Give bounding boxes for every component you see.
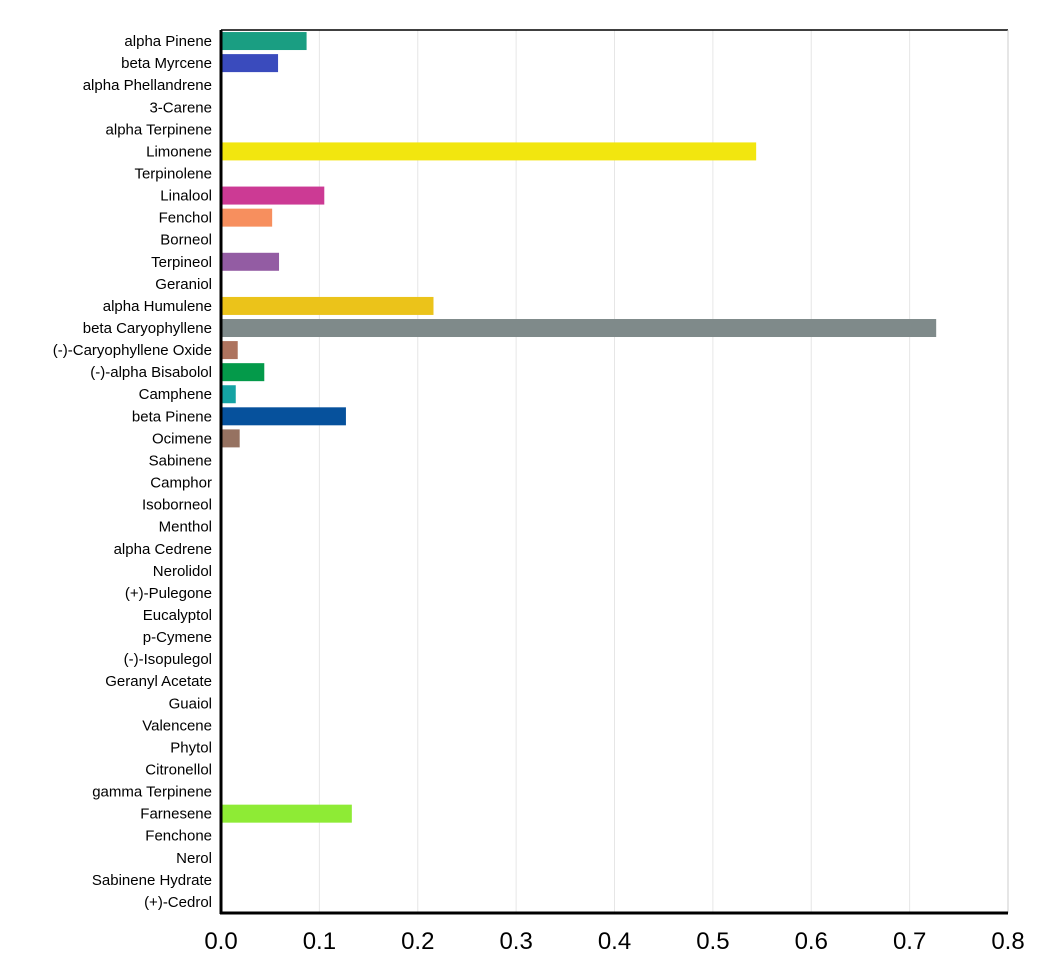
- bar: [221, 142, 757, 161]
- category-label: Geraniol: [155, 276, 212, 293]
- category-label: Terpineol: [151, 254, 212, 271]
- category-label: alpha Terpinene: [106, 121, 212, 138]
- category-label: (-)-alpha Bisabolol: [90, 364, 212, 381]
- category-label: Citronellol: [145, 762, 212, 779]
- bar: [221, 252, 280, 271]
- bar: [221, 363, 265, 382]
- bar: [221, 319, 937, 338]
- category-label: alpha Pinene: [124, 33, 212, 50]
- category-label: Ocimene: [152, 430, 212, 447]
- category-label: Valencene: [142, 717, 212, 734]
- category-label: Geranyl Acetate: [105, 673, 212, 690]
- category-label: Sabinene Hydrate: [92, 872, 212, 889]
- x-tick-label: 0.5: [696, 928, 729, 955]
- category-label: Terpinolene: [134, 165, 212, 182]
- category-label: Menthol: [159, 519, 212, 536]
- category-label: beta Myrcene: [121, 55, 212, 72]
- bar: [221, 804, 352, 823]
- axes: [219, 29, 1009, 915]
- category-label: alpha Phellandrene: [83, 77, 212, 94]
- category-label: Fenchone: [145, 828, 212, 845]
- x-tick-label: 0.4: [598, 928, 631, 955]
- category-label: (+)-Pulegone: [125, 585, 212, 602]
- category-label: gamma Terpinene: [92, 784, 212, 801]
- category-label: Nerolidol: [153, 563, 212, 580]
- category-label: Guaiol: [169, 695, 212, 712]
- category-label: (-)-Caryophyllene Oxide: [53, 342, 212, 359]
- category-label: beta Caryophyllene: [83, 320, 212, 337]
- category-label: Camphene: [139, 386, 212, 403]
- x-tick-label: 0.7: [893, 928, 926, 955]
- x-tick-label: 0.3: [499, 928, 532, 955]
- category-label: (+)-Cedrol: [144, 894, 212, 911]
- x-tick-label: 0.2: [401, 928, 434, 955]
- category-label: alpha Humulene: [103, 298, 212, 315]
- x-tick-labels: 0.0 0.1 0.2 0.3 0.4 0.5 0.6 0.7 0.8: [204, 928, 1024, 955]
- bar: [221, 407, 346, 426]
- bar: [221, 296, 434, 315]
- bar: [221, 32, 307, 51]
- category-label: beta Pinene: [132, 408, 212, 425]
- x-tick-label: 0.8: [991, 928, 1024, 955]
- category-label: Sabinene: [149, 452, 212, 469]
- category-label: p-Cymene: [143, 629, 212, 646]
- x-tick-label: 0.6: [795, 928, 828, 955]
- category-label: Linalool: [160, 188, 212, 205]
- bar: [221, 54, 279, 73]
- bar: [221, 429, 240, 448]
- category-label: 3-Carene: [149, 99, 212, 116]
- bar: [221, 186, 325, 205]
- category-label: Fenchol: [159, 210, 212, 227]
- category-label: Eucalyptol: [143, 607, 212, 624]
- bar: [221, 385, 236, 404]
- category-label: Isoborneol: [142, 497, 212, 514]
- x-tick-label: 0.0: [204, 928, 237, 955]
- category-label: Borneol: [160, 232, 212, 249]
- category-label: alpha Cedrene: [114, 541, 212, 558]
- x-tick-label: 0.1: [303, 928, 336, 955]
- category-label: Limonene: [146, 143, 212, 160]
- category-label: Nerol: [176, 850, 212, 867]
- bars: [221, 32, 937, 823]
- category-label: Camphor: [150, 475, 212, 492]
- category-label: (-)-Isopulegol: [124, 651, 212, 668]
- category-label: Phytol: [170, 739, 212, 756]
- bar: [221, 208, 273, 227]
- category-labels: alpha Pinene beta Myrcene alpha Phellandre…: [53, 33, 212, 911]
- category-label: Farnesene: [140, 806, 212, 823]
- bar: [221, 341, 238, 360]
